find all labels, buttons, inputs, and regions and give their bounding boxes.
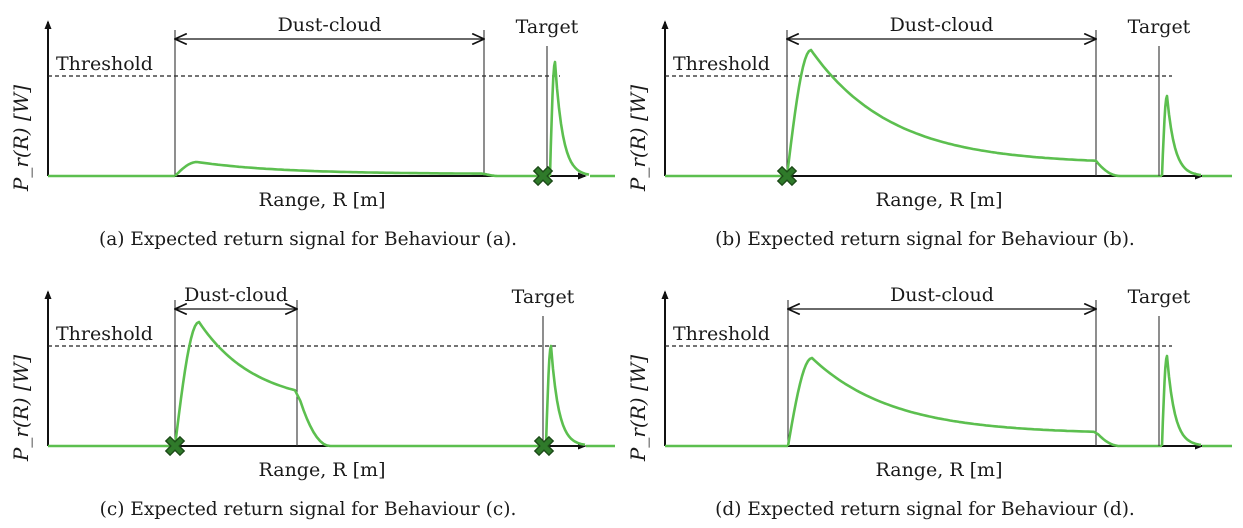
panel-b: Threshold Dust-cloud Target P_r(R) [W] Range… <box>626 14 1232 250</box>
target-return-curve <box>1160 354 1202 447</box>
target-detection-marker <box>532 165 554 187</box>
y-axis-label: P_r(R) [W] <box>626 355 650 462</box>
target-detection-marker <box>533 435 555 457</box>
target-label: Target <box>1128 286 1191 308</box>
dust-cloud-label: Dust-cloud <box>184 284 288 306</box>
y-axis-label: P_r(R) [W] <box>9 355 33 462</box>
panel-c: Threshold Dust-cloud Target P_r(R) [W] Range… <box>9 284 615 520</box>
x-axis-label: Range, R [m] <box>259 189 386 211</box>
threshold-label: Threshold <box>673 323 770 345</box>
panel-caption: (c) Expected return signal for Behaviour… <box>100 499 517 520</box>
dust-cloud-label: Dust-cloud <box>890 14 994 36</box>
dust-cloud-label: Dust-cloud <box>278 14 382 36</box>
x-axis-label: Range, R [m] <box>876 459 1003 481</box>
dust-return-curve <box>785 48 1121 178</box>
x-axis-label: Range, R [m] <box>876 189 1003 211</box>
target-return-curve <box>548 60 590 177</box>
panel-caption: (d) Expected return signal for Behaviour… <box>715 499 1135 520</box>
dust-detection-marker <box>776 165 798 187</box>
dust-return-curve <box>173 320 331 448</box>
panel-a: Threshold Dust-cloud Target P_r(R) [W] Range… <box>9 14 615 250</box>
threshold-label: Threshold <box>56 53 153 75</box>
target-return-curve <box>1160 94 1202 177</box>
dust-return-curve <box>786 356 1121 448</box>
threshold-label: Threshold <box>673 53 770 75</box>
panel-d: Threshold Dust-cloud Target P_r(R) [W] Range… <box>626 284 1232 520</box>
panel-caption: (a) Expected return signal for Behaviour… <box>99 229 517 250</box>
y-axis-label: P_r(R) [W] <box>626 85 650 192</box>
target-label: Target <box>512 286 575 308</box>
panel-caption: (b) Expected return signal for Behaviour… <box>715 229 1135 250</box>
target-return-curve <box>544 344 586 447</box>
threshold-label: Threshold <box>56 323 153 345</box>
x-axis-label: Range, R [m] <box>259 459 386 481</box>
dust-detection-marker <box>164 435 186 457</box>
dust-cloud-label: Dust-cloud <box>890 284 994 306</box>
target-label: Target <box>1128 16 1191 38</box>
y-axis-label: P_r(R) [W] <box>9 85 33 192</box>
target-label: Target <box>516 16 579 38</box>
dust-return-curve <box>174 160 499 178</box>
